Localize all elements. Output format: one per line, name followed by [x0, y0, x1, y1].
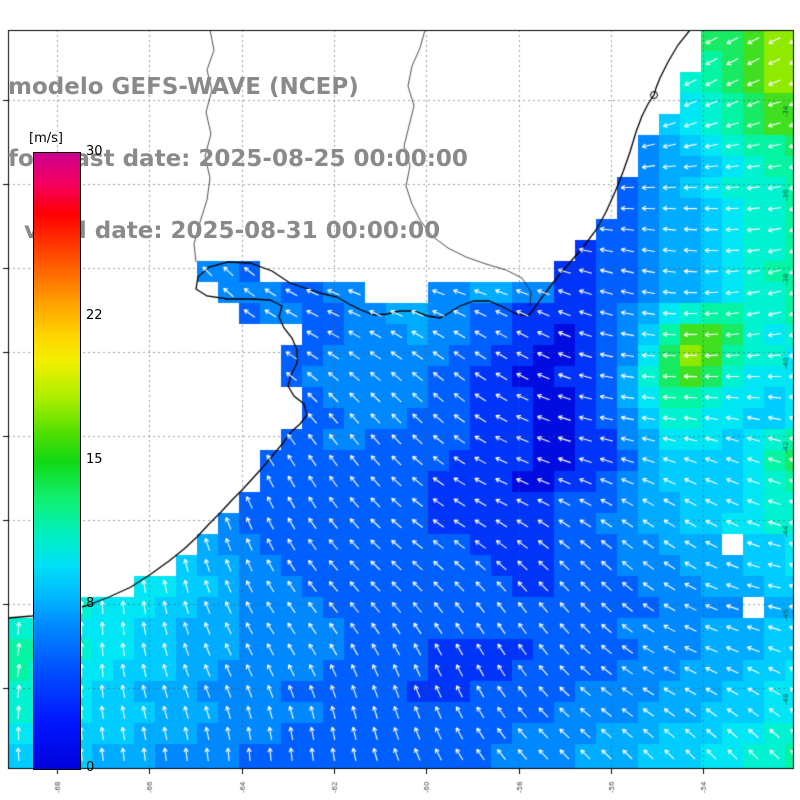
- colorbar-tick-8: 8: [86, 595, 95, 611]
- colorbar-tick-22: 22: [86, 308, 103, 324]
- colorbar-tick-15: 15: [86, 452, 103, 467]
- colorbar-gradient: [33, 152, 81, 770]
- colorbar-tick-30: 30: [86, 144, 103, 159]
- colorbar-tick-0: 0: [86, 760, 95, 775]
- colorbar-unit-label: [m/s]: [29, 131, 63, 146]
